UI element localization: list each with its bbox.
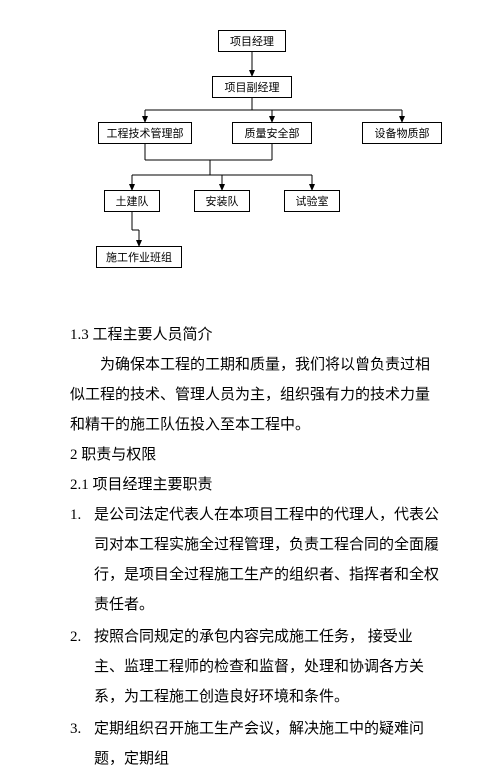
node-deputy-pm: 项目副经理 [212,76,292,98]
list-text: 按照合同规定的承包内容完成施工任务， 接受业主、监理工程师的检查和监督，处理和协… [94,622,440,712]
list-item: 1. 是公司法定代表人在本项目工程中的代理人，代表公司对本工程实施全过程管理，负… [70,500,440,620]
node-qa-dept: 质量安全部 [232,122,312,144]
list-text: 是公司法定代表人在本项目工程中的代理人，代表公司对本工程实施全过程管理，负责工程… [94,500,440,620]
node-civil-team: 土建队 [104,190,160,212]
node-install-team: 安装队 [194,190,250,212]
node-pm: 项目经理 [218,30,286,52]
list-number: 1. [70,500,94,620]
org-chart: 项目经理 项目副经理 工程技术管理部 质量安全部 设备物质部 土建队 安装队 试… [80,30,460,300]
list-item: 3. 定期组织召开施工生产会议，解决施工中的疑难问题，定期组 [70,714,440,774]
para-intro: 为确保本工程的工期和质量，我们将以曾负责过相似工程的技术、管理人员为主，组织强有… [70,350,440,440]
list-number: 3. [70,714,94,774]
node-tech-dept: 工程技术管理部 [98,122,192,144]
list-number: 2. [70,622,94,712]
node-work-crew: 施工作业班组 [96,246,182,268]
heading-2: 2 职责与权限 [70,440,440,470]
list-item: 2. 按照合同规定的承包内容完成施工任务， 接受业主、监理工程师的检查和监督，处… [70,622,440,712]
node-lab: 试验室 [284,190,340,212]
list-text: 定期组织召开施工生产会议，解决施工中的疑难问题，定期组 [94,714,440,774]
heading-1-3: 1.3 工程主要人员简介 [70,320,440,350]
node-equip-dept: 设备物质部 [362,122,442,144]
body-text: 1.3 工程主要人员简介 为确保本工程的工期和质量，我们将以曾负责过相似工程的技… [70,320,440,776]
heading-2-1: 2.1 项目经理主要职责 [70,470,440,500]
